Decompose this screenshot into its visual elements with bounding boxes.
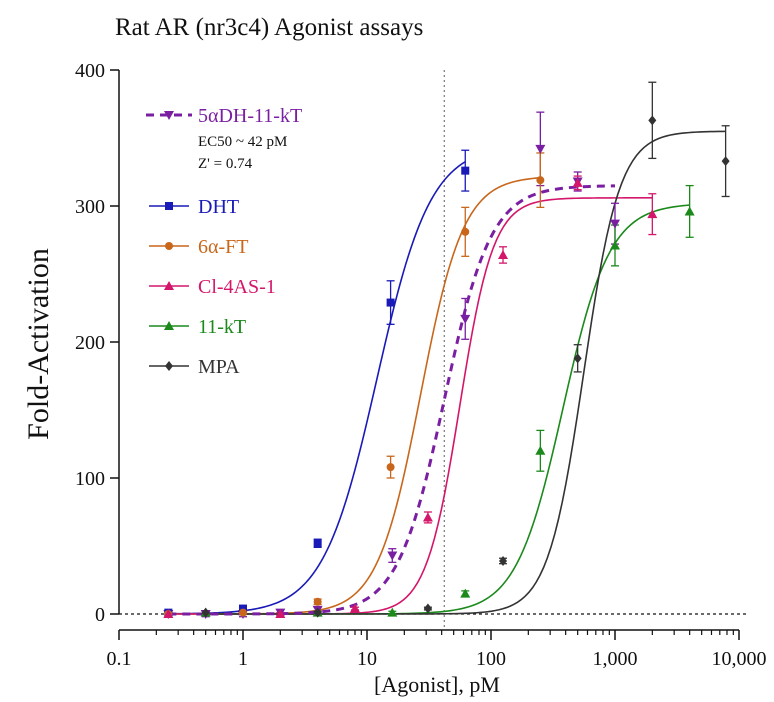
legend-label-dht: DHT xyxy=(198,196,239,218)
legend-note: Z' = 0.74 xyxy=(198,156,253,172)
data-point-mpa xyxy=(573,353,582,364)
data-point-6-ft xyxy=(386,463,395,472)
data-point-6-ft xyxy=(461,227,470,236)
data-point-5-dh-11-kt xyxy=(535,144,546,154)
y-tick-label: 300 xyxy=(75,196,105,218)
data-point-6-ft xyxy=(313,597,322,606)
fit-curve-mpa xyxy=(205,130,726,615)
legend-marker-6-ft xyxy=(165,242,173,250)
legend-label-mpa: MPA xyxy=(198,356,240,378)
legend-label-cl-4as-1: Cl-4AS-1 xyxy=(198,276,276,298)
data-point-5-dh-11-kt xyxy=(610,219,620,229)
x-tick-label: 10 xyxy=(357,648,377,670)
data-point-11-kt xyxy=(684,206,695,216)
x-axis-title: [Agonist], pM xyxy=(374,672,500,697)
reference-lines xyxy=(119,70,749,630)
legend-marker-dht xyxy=(165,202,173,210)
data-point-6-ft xyxy=(536,176,545,185)
data-point-cl-4as-1 xyxy=(163,609,174,618)
x-ticks: 0.1 1 10 100 1,000 10,000 xyxy=(107,630,767,670)
legend-marker-5adh-11-kt xyxy=(164,111,174,120)
data-point-mpa xyxy=(313,607,322,618)
data-point-mpa xyxy=(499,555,508,566)
x-tick-label: 0.1 xyxy=(107,648,132,670)
data-point-dht xyxy=(313,539,322,548)
data-point-dht xyxy=(386,298,395,307)
y-tick-label: 100 xyxy=(75,468,105,490)
data-point-11-kt xyxy=(460,588,471,598)
data-point-6-ft xyxy=(239,608,247,617)
legend-marker-11-kt xyxy=(164,321,174,330)
data-point-mpa xyxy=(423,603,432,614)
legend-note: EC50 ~ 42 pM xyxy=(198,134,287,150)
data-point-cl-4as-1 xyxy=(422,512,433,522)
x-tick-label: 1,000 xyxy=(593,648,638,670)
data-point-dht xyxy=(239,604,247,613)
y-tick-label: 0 xyxy=(95,604,105,626)
legend-marker-mpa xyxy=(165,361,173,371)
data-point-5-dh-11-kt xyxy=(387,551,398,561)
legend-label-6-ft: 6α-FT xyxy=(198,236,248,258)
legend-label-5adh-11-kt: 5αDH-11-kT xyxy=(198,105,302,127)
data-point-11-kt xyxy=(610,240,620,250)
x-tick-label: 1 xyxy=(238,648,248,670)
data-point-mpa xyxy=(201,607,210,618)
data-point-cl-4as-1 xyxy=(349,603,360,613)
y-tick-label: 400 xyxy=(75,60,105,82)
data-markers xyxy=(163,115,730,619)
y-axis-title: Fold-Activation xyxy=(22,248,55,440)
chart-title: Rat AR (nr3c4) Agonist assays xyxy=(115,14,423,41)
data-point-cl-4as-1 xyxy=(275,609,286,618)
legend: 5αDH-11-kT EC50 ~ 42 pM Z' = 0.74 DHT 6α-FT C… xyxy=(146,105,302,378)
fit-curves xyxy=(168,130,726,616)
y-tick-label: 200 xyxy=(75,332,105,354)
fit-curve-cl-4as-1 xyxy=(168,197,653,615)
data-point-5-dh-11-kt xyxy=(460,314,471,324)
y-ticks: 0 100 200 300 400 xyxy=(75,60,119,626)
data-point-cl-4as-1 xyxy=(498,249,509,259)
x-tick-label: 10,000 xyxy=(712,648,767,670)
data-point-cl-4as-1 xyxy=(572,177,583,187)
data-point-11-kt xyxy=(535,445,546,455)
data-point-11-kt xyxy=(387,607,398,617)
data-point-mpa xyxy=(721,156,730,167)
data-point-dht xyxy=(461,166,470,175)
x-tick-label: 100 xyxy=(476,648,506,670)
data-point-cl-4as-1 xyxy=(647,209,658,219)
legend-label-11-kt: 11-kT xyxy=(198,316,246,338)
data-point-mpa xyxy=(648,115,657,126)
legend-marker-cl-4as-1 xyxy=(164,281,174,290)
